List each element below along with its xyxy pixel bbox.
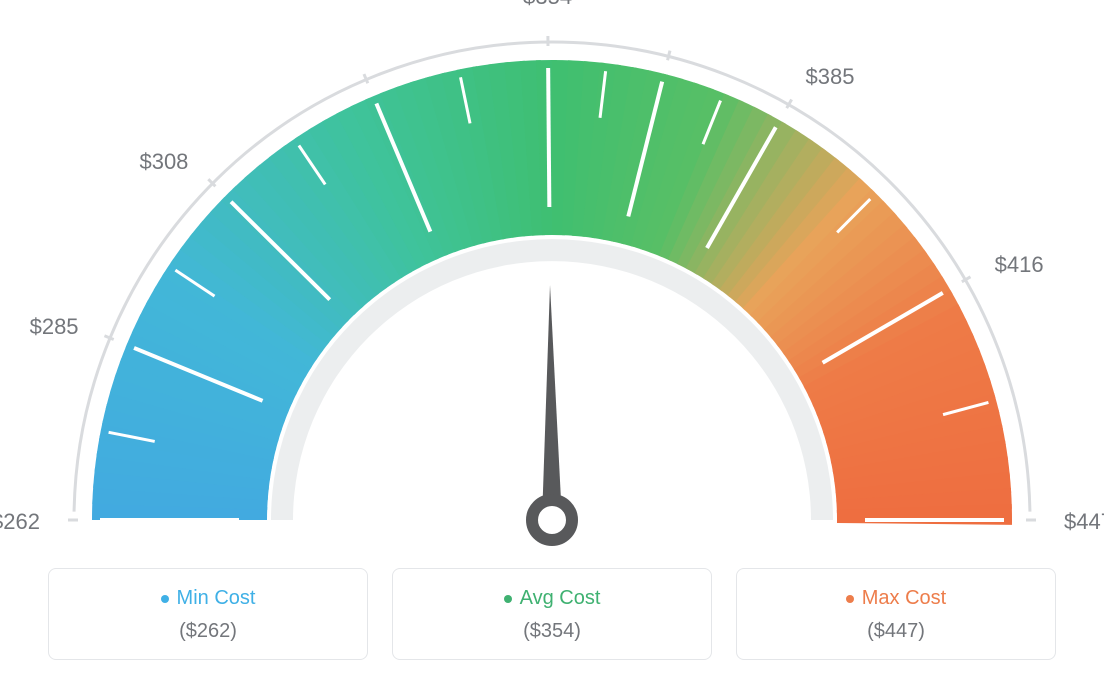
legend-title: Min Cost [161,587,256,610]
legend-card: Avg Cost ($354) [392,568,712,660]
legend-value: ($262) [59,620,357,643]
gauge-tick-label: $385 [805,64,875,90]
legend-dot-icon [846,595,854,603]
legend-card: Max Cost ($447) [736,568,1056,660]
legend-title: Max Cost [846,587,946,610]
legend-row: Min Cost ($262) Avg Cost ($354) Max Cost ($44… [0,568,1104,660]
gauge-tick-label: $262 [0,509,40,535]
legend-label: Max Cost [862,587,946,610]
legend-dot-icon [504,595,512,603]
gauge-needle [542,285,562,520]
legend-label: Avg Cost [520,587,601,610]
legend-label: Min Cost [177,587,256,610]
gauge-tick-label: $285 [9,314,79,340]
gauge-tick-label: $354 [513,0,583,10]
legend-card: Min Cost ($262) [48,568,368,660]
legend-dot-icon [161,595,169,603]
legend-title: Avg Cost [504,587,601,610]
gauge-svg [0,0,1104,560]
gauge-tick-label: $308 [118,149,188,175]
legend-value: ($354) [403,620,701,643]
gauge-needle-hub [532,500,572,540]
gauge-tick-label: $447 [1064,509,1104,535]
gauge-tick-label: $416 [995,252,1065,278]
legend-value: ($447) [747,620,1045,643]
gauge-chart: $262 $285 $308 $354 $385 $416 $447 [0,0,1104,560]
